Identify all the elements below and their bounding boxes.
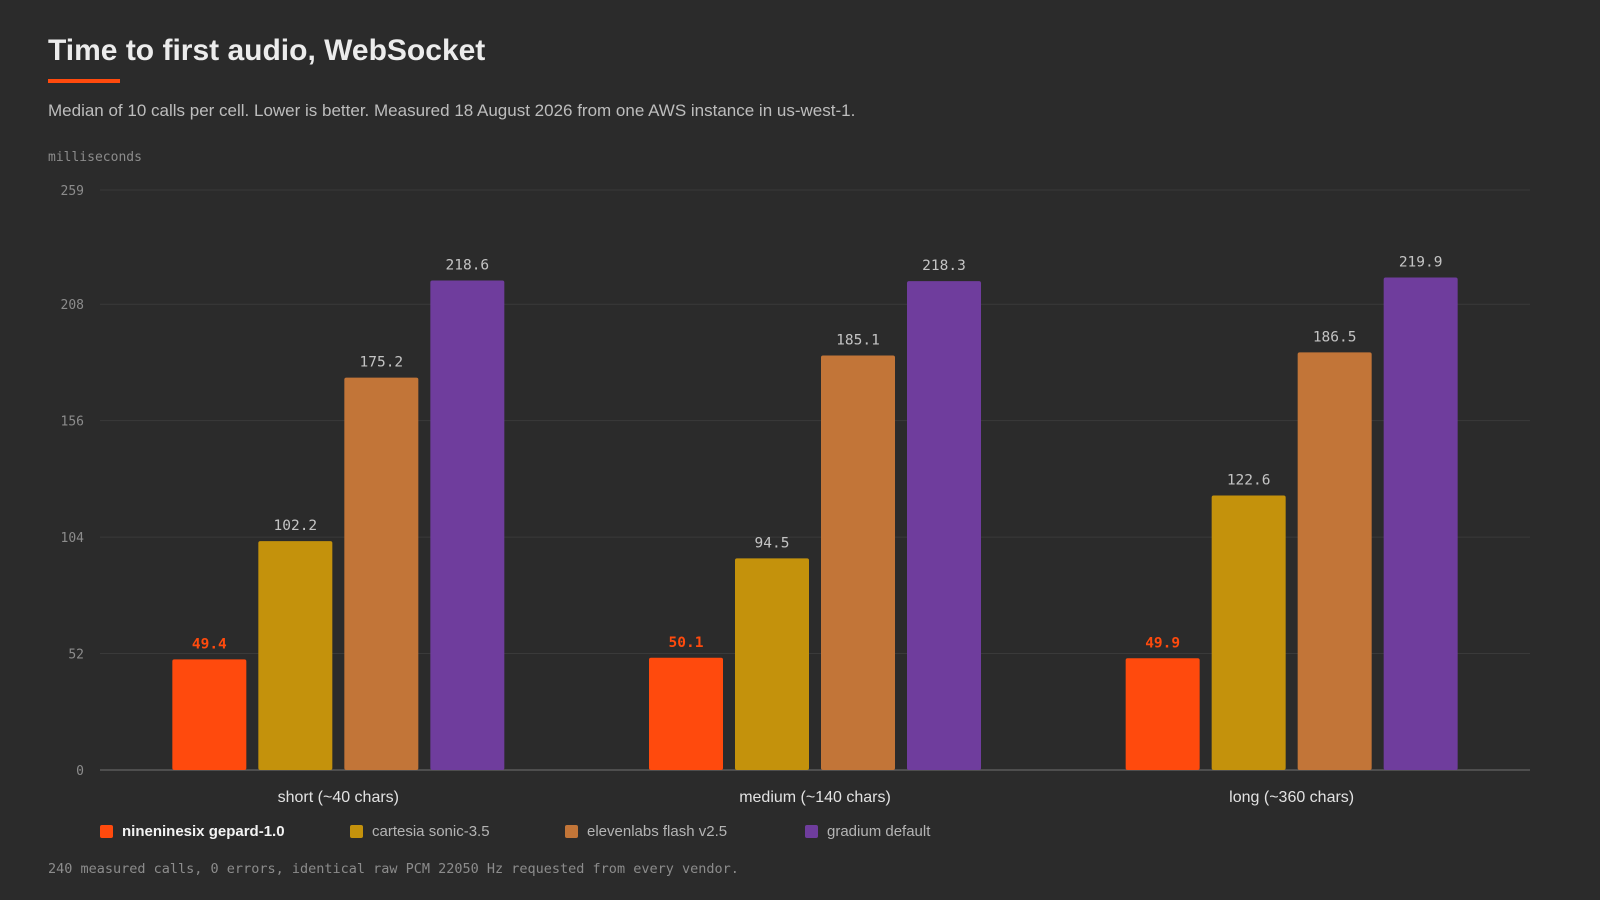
- chart-subtitle: Median of 10 calls per cell. Lower is be…: [48, 101, 856, 120]
- footnote: 240 measured calls, 0 errors, identical …: [48, 861, 739, 877]
- bar-elevenlabs-flash-v2-5-long-360-chars: [1297, 352, 1372, 770]
- legend-swatch-cartesia: [350, 825, 363, 838]
- legend-item-gradium: gradium default: [805, 823, 930, 840]
- legend-item-gepard: nineninesix gepard-1.0: [100, 823, 285, 840]
- value-label-gradium-default-short-40-chars: 218.6: [446, 257, 490, 273]
- bar-gradium-default-short-40-chars: [430, 280, 505, 770]
- value-label-nineninesix-gepard-1-0-long-360-chars: 49.9: [1145, 635, 1180, 651]
- legend-label-cartesia: cartesia sonic-3.5: [372, 823, 490, 840]
- bar-elevenlabs-flash-v2-5-short-40-chars: [344, 377, 419, 770]
- value-label-cartesia-sonic-3-5-long-360-chars: 122.6: [1227, 472, 1271, 488]
- chart-title: Time to first audio, WebSocket: [48, 34, 486, 67]
- y-tick-label-104: 104: [61, 531, 85, 546]
- bar-gradium-default-medium-140-chars: [907, 281, 981, 770]
- y-tick-label-156: 156: [61, 415, 84, 430]
- value-label-elevenlabs-flash-v2-5-short-40-chars: 175.2: [360, 355, 404, 371]
- legend-label-gradium: gradium default: [827, 823, 931, 840]
- value-label-cartesia-sonic-3-5-short-40-chars: 102.2: [274, 518, 318, 534]
- y-tick-label-52: 52: [68, 648, 84, 663]
- bar-cartesia-sonic-3-5-long-360-chars: [1211, 495, 1286, 770]
- title-underline: [48, 79, 120, 83]
- value-label-cartesia-sonic-3-5-medium-140-chars: 94.5: [755, 535, 790, 551]
- y-tick-label-259: 259: [61, 184, 84, 199]
- x-tick-label-long-360-chars: long (~360 chars): [1229, 789, 1354, 806]
- legend-item-cartesia: cartesia sonic-3.5: [350, 823, 490, 840]
- y-axis-label: milliseconds: [48, 150, 142, 165]
- legend-item-elevenlabs: elevenlabs flash v2.5: [565, 823, 727, 840]
- legend-swatch-elevenlabs: [565, 825, 578, 838]
- legend-swatch-gepard: [100, 825, 113, 838]
- legend-label-gepard: nineninesix gepard-1.0: [122, 823, 285, 840]
- bar-elevenlabs-flash-v2-5-medium-140-chars: [821, 355, 895, 770]
- y-tick-label-0: 0: [76, 764, 84, 779]
- value-label-nineninesix-gepard-1-0-short-40-chars: 49.4: [192, 636, 227, 652]
- bar-cartesia-sonic-3-5-short-40-chars: [258, 541, 333, 770]
- bar-nineninesix-gepard-1-0-medium-140-chars: [649, 657, 723, 770]
- value-label-elevenlabs-flash-v2-5-medium-140-chars: 185.1: [836, 332, 880, 348]
- bar-nineninesix-gepard-1-0-short-40-chars: [172, 659, 247, 770]
- y-tick-label-208: 208: [61, 298, 84, 313]
- x-tick-label-short-40-chars: short (~40 chars): [278, 789, 399, 806]
- value-label-gradium-default-medium-140-chars: 218.3: [922, 258, 966, 274]
- value-label-elevenlabs-flash-v2-5-long-360-chars: 186.5: [1313, 329, 1357, 345]
- x-tick-label-medium-140-chars: medium (~140 chars): [739, 789, 891, 806]
- bar-gradium-default-long-360-chars: [1383, 277, 1458, 770]
- bar-nineninesix-gepard-1-0-long-360-chars: [1125, 658, 1200, 770]
- value-label-gradium-default-long-360-chars: 219.9: [1399, 255, 1443, 271]
- value-label-nineninesix-gepard-1-0-medium-140-chars: 50.1: [669, 635, 704, 651]
- legend-swatch-gradium: [805, 825, 818, 838]
- legend-label-elevenlabs: elevenlabs flash v2.5: [587, 823, 728, 840]
- bar-cartesia-sonic-3-5-medium-140-chars: [735, 558, 809, 770]
